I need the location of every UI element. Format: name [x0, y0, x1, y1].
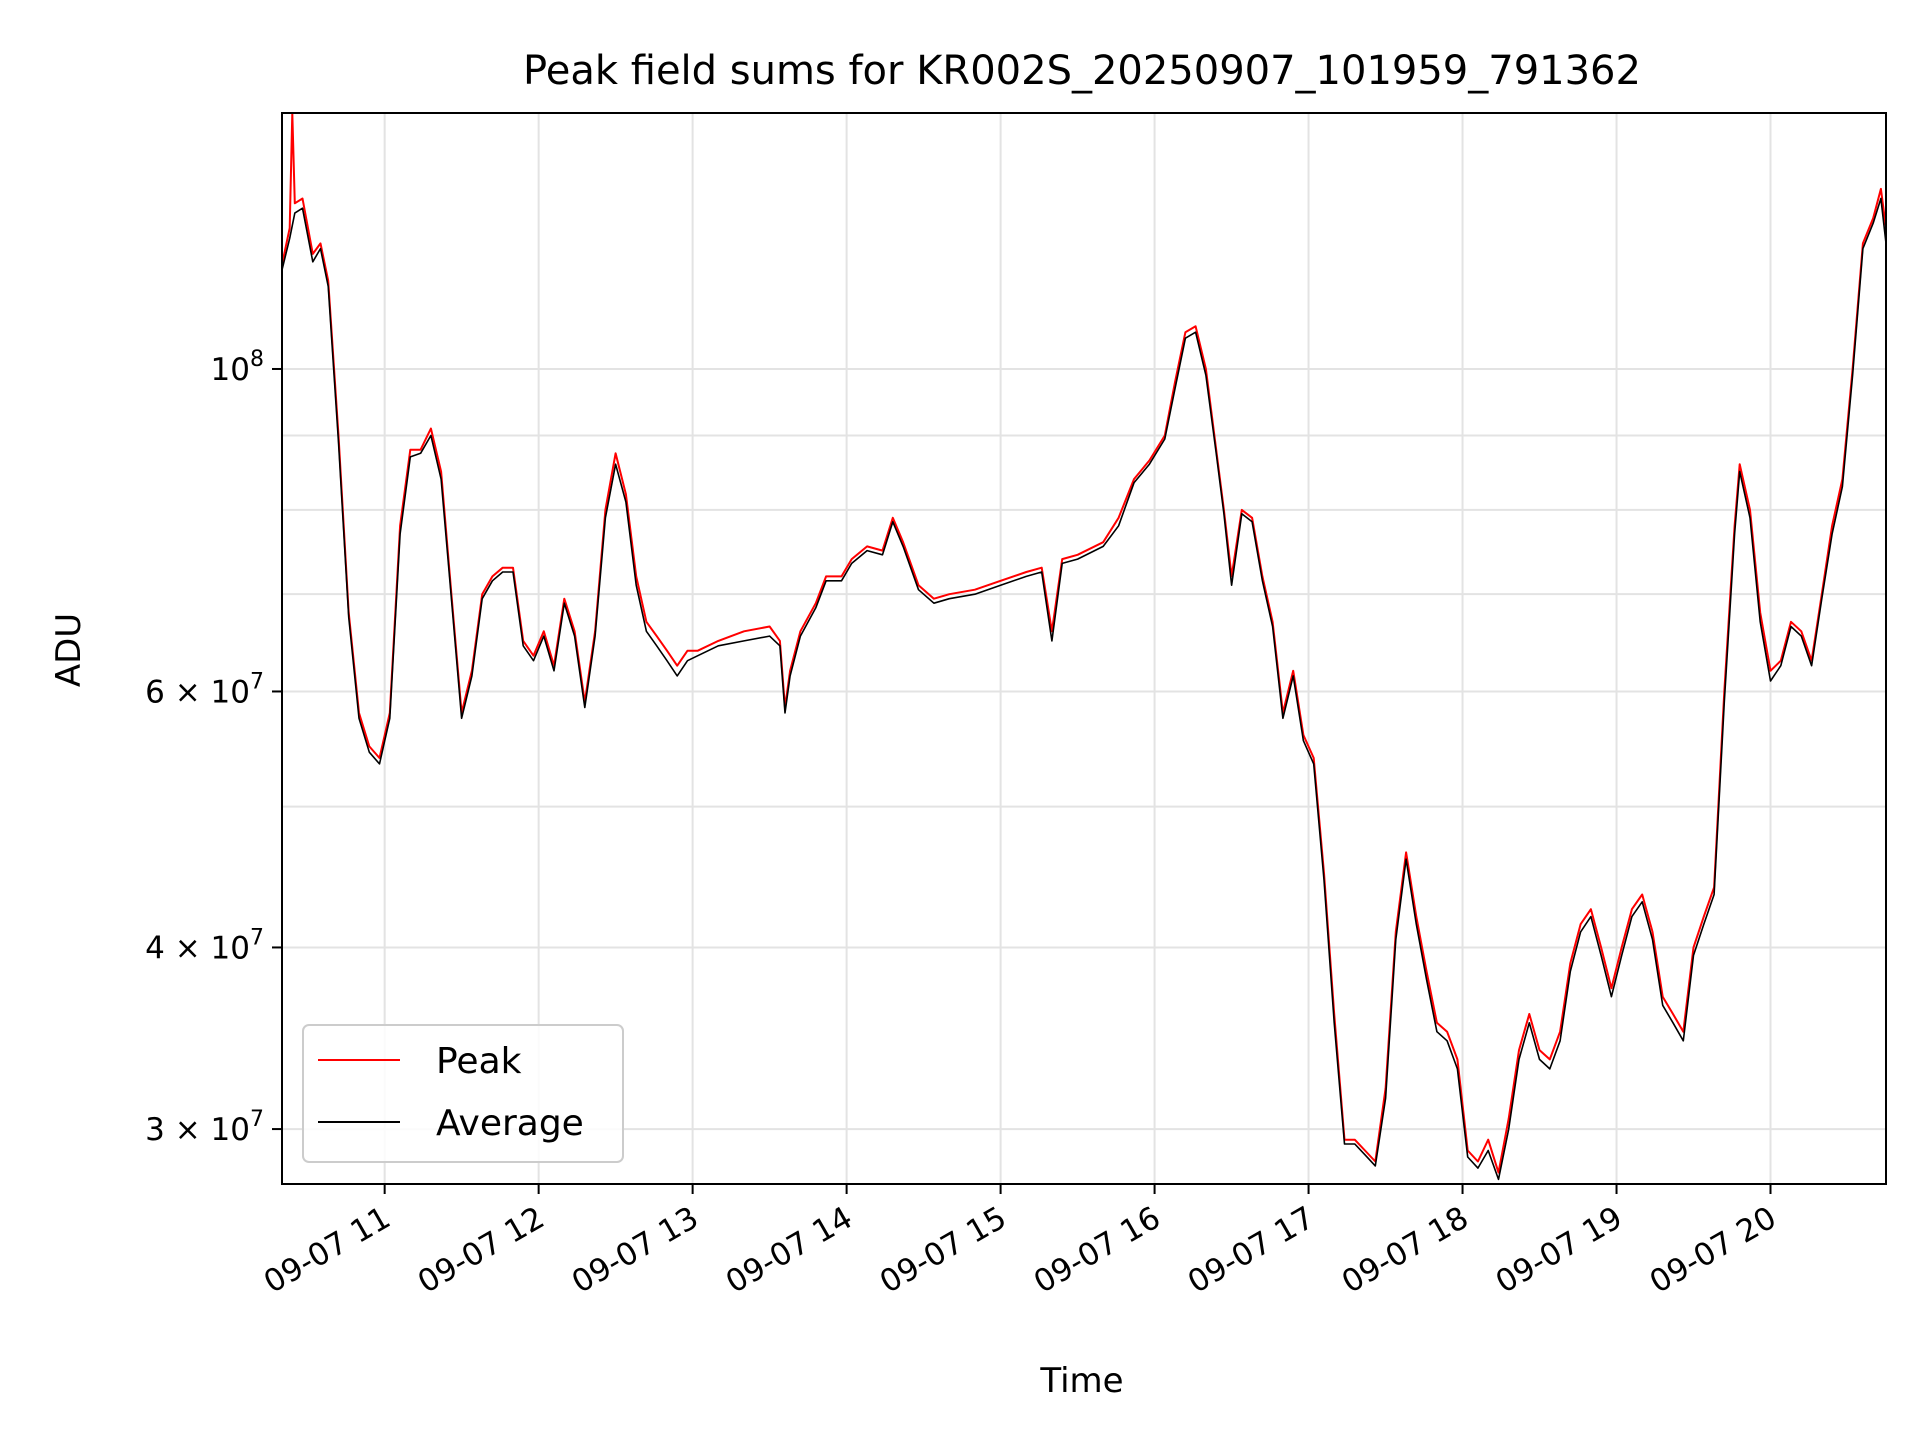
series-line-peak — [281, 112, 1887, 1174]
legend: Peak Average — [302, 1024, 624, 1163]
legend-label-average: Average — [436, 1103, 584, 1144]
series-line-average — [281, 197, 1887, 1181]
chart-title: Peak field sums for KR002S_20250907_1019… — [523, 48, 1641, 94]
x-axis-label: Time — [1039, 1361, 1123, 1401]
grid — [282, 113, 1886, 1184]
y-tick-label: 3 × 107 — [145, 1107, 264, 1148]
y-tick-label: 4 × 107 — [145, 925, 264, 966]
y-axis: 108 6 × 107 4 × 107 3 × 107 — [145, 347, 282, 1148]
series-layer — [281, 112, 1887, 1181]
y-axis-label: ADU — [49, 613, 89, 687]
legend-label-peak: Peak — [436, 1041, 522, 1082]
plot-frame — [281, 112, 1887, 1185]
y-tick-label: 108 — [211, 347, 264, 388]
y-tick-label: 6 × 107 — [145, 669, 264, 710]
